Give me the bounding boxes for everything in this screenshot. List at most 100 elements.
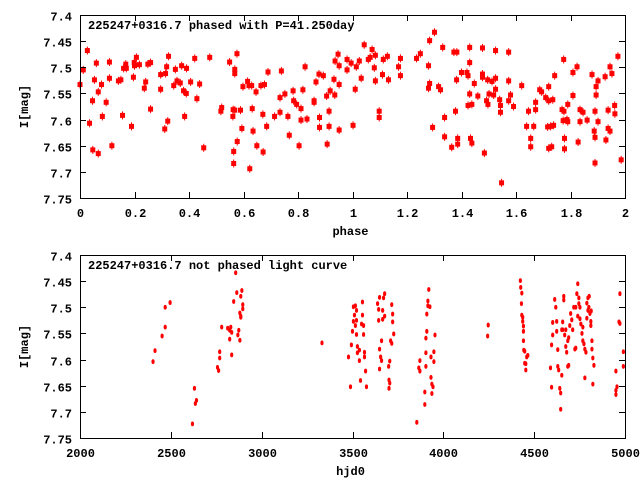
data-point	[218, 355, 222, 361]
data-point	[397, 55, 403, 61]
data-point	[485, 77, 491, 83]
phased-y-axis-label: I[mag]	[18, 85, 32, 128]
data-point	[132, 63, 137, 69]
data-point	[164, 64, 170, 70]
data-point	[453, 108, 459, 114]
data-point	[80, 67, 86, 73]
data-point	[123, 65, 129, 71]
data-point	[546, 145, 552, 151]
y-tick-label: 7.5	[50, 303, 72, 317]
x-tick-label: 3500	[339, 447, 368, 461]
data-point	[449, 144, 455, 150]
data-point	[426, 298, 430, 304]
data-point	[294, 101, 300, 107]
data-point	[426, 85, 432, 91]
data-point	[381, 308, 385, 313]
data-point	[580, 109, 586, 115]
x-tick-label: 1.8	[561, 207, 583, 221]
data-point	[313, 79, 319, 85]
data-point	[561, 108, 567, 114]
x-tick-label: 2500	[157, 447, 186, 461]
data-point	[260, 149, 266, 155]
unphased-y-axis-label: I[mag]	[18, 325, 32, 368]
phased-plot-title: 225247+0316.7 phased with P=41.250day	[88, 19, 354, 33]
data-point	[551, 122, 557, 128]
data-point	[593, 84, 599, 90]
data-point	[424, 350, 428, 356]
data-point	[332, 92, 338, 98]
data-point	[353, 323, 358, 328]
data-point	[351, 319, 356, 324]
data-point	[190, 421, 195, 427]
data-point	[218, 108, 224, 114]
data-point	[141, 85, 147, 91]
data-point	[486, 333, 490, 339]
data-point	[432, 29, 438, 35]
data-point	[390, 340, 394, 346]
data-point	[592, 134, 598, 140]
data-point	[237, 327, 241, 333]
data-point	[320, 340, 324, 346]
data-point	[238, 337, 242, 343]
data-point	[172, 66, 178, 72]
data-point	[428, 304, 432, 310]
data-point	[464, 70, 470, 76]
data-point	[160, 333, 164, 339]
data-point	[618, 291, 622, 297]
data-point	[467, 60, 473, 66]
data-point	[561, 56, 567, 62]
data-point	[163, 304, 167, 310]
data-point	[227, 59, 233, 65]
data-point	[440, 44, 446, 50]
data-point	[424, 363, 428, 369]
data-point	[379, 358, 384, 364]
data-point	[182, 113, 188, 119]
data-point	[355, 344, 360, 349]
data-point	[533, 107, 539, 113]
data-point	[194, 96, 200, 102]
data-point	[260, 111, 266, 117]
data-point	[87, 120, 93, 126]
data-point	[327, 88, 333, 94]
data-point	[163, 71, 169, 77]
data-point	[326, 108, 332, 114]
data-point	[574, 64, 580, 70]
data-point	[459, 70, 464, 76]
data-point	[352, 312, 357, 318]
data-point	[518, 278, 522, 284]
data-point	[231, 148, 237, 154]
data-point	[232, 66, 238, 72]
data-point	[493, 86, 499, 92]
data-point	[230, 352, 234, 358]
data-point	[121, 65, 127, 71]
data-point	[232, 299, 236, 304]
data-point	[261, 82, 267, 88]
data-point	[519, 83, 525, 89]
data-point	[390, 302, 394, 308]
data-point	[95, 89, 101, 95]
data-point	[584, 117, 590, 123]
data-point	[418, 358, 422, 364]
data-point	[426, 63, 432, 69]
data-point	[148, 106, 154, 112]
data-point	[253, 89, 259, 95]
data-point	[574, 345, 578, 351]
phased-axis-ticks: 0 0.2 0.4 0.6 0.8 1 1.2 1.4 1.6 1.8 2 7.4 7.45 7.5 7.5…	[43, 11, 629, 222]
data-point	[396, 64, 402, 70]
data-point	[589, 72, 595, 78]
data-point	[580, 331, 584, 336]
data-point	[465, 73, 471, 79]
data-point	[90, 147, 96, 153]
data-point	[612, 102, 618, 108]
data-point	[145, 61, 151, 67]
data-point	[188, 79, 194, 85]
data-point	[442, 134, 448, 140]
data-point	[229, 324, 233, 330]
data-point	[171, 83, 177, 89]
data-point	[311, 99, 317, 105]
data-point	[201, 145, 207, 151]
data-point	[296, 143, 302, 149]
data-point	[379, 338, 384, 344]
data-point	[361, 332, 366, 337]
data-point	[363, 368, 368, 374]
